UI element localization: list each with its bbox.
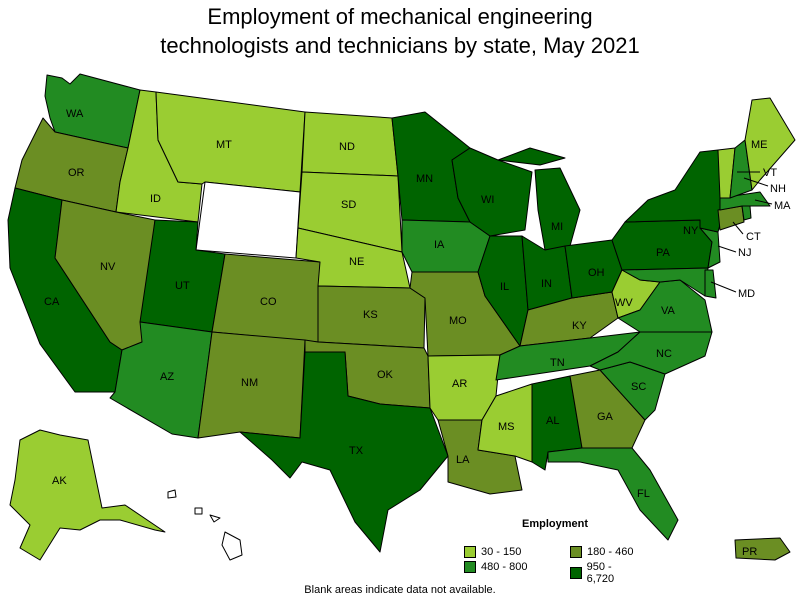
label-ma: MA — [774, 200, 791, 212]
state-tx[interactable] — [239, 351, 449, 553]
label-az: AZ — [160, 371, 174, 383]
state-ri[interactable] — [741, 205, 752, 221]
state-labels: WA OR CA ID NV MT UT AZ CO NM ND SD NE K… — [44, 108, 791, 558]
ma-leader-line — [754, 199, 773, 205]
label-il: IL — [500, 281, 509, 293]
legend-label: 480 - 800 — [481, 561, 528, 573]
label-ks: KS — [363, 309, 378, 321]
label-fl: FL — [637, 488, 650, 500]
us-map: WA OR CA ID NV MT UT AZ CO NM ND SD NE K… — [7, 73, 796, 561]
label-mn: MN — [416, 173, 433, 185]
label-nm: NM — [241, 377, 258, 389]
legend-label: 180 - 460 — [587, 546, 634, 558]
state-fl[interactable] — [547, 447, 679, 541]
label-md: MD — [738, 288, 755, 300]
nj-leader-line — [717, 245, 737, 253]
label-va: VA — [661, 305, 676, 317]
label-nj: NJ — [738, 247, 751, 259]
legend-item: 180 - 460 — [570, 546, 633, 558]
state-ak[interactable] — [9, 429, 166, 561]
md-leader-line — [710, 281, 737, 293]
label-ca: CA — [44, 296, 60, 308]
label-ny: NY — [683, 225, 699, 237]
ct-leader-line — [732, 221, 744, 235]
label-ms: MS — [498, 421, 515, 433]
nh-leader-line — [743, 177, 769, 187]
label-or: OR — [68, 167, 85, 179]
label-tn: TN — [550, 357, 565, 369]
label-ne: NE — [349, 256, 364, 268]
state-de[interactable] — [704, 269, 717, 299]
label-ia: IA — [434, 239, 445, 251]
label-ky: KY — [572, 320, 587, 332]
label-nd: ND — [339, 141, 355, 153]
state-va[interactable] — [617, 279, 713, 333]
label-co: CO — [260, 296, 277, 308]
label-ok: OK — [377, 369, 394, 381]
label-ak: AK — [52, 475, 67, 487]
label-la: LA — [456, 454, 470, 466]
label-in: IN — [541, 278, 552, 290]
label-sc: SC — [631, 381, 646, 393]
legend-item: 950 - 6,720 — [570, 561, 640, 585]
map-title: Employment of mechanical engineering tec… — [0, 2, 800, 60]
legend-item: 30 - 150 — [464, 546, 521, 558]
state-pr[interactable] — [734, 537, 791, 561]
footnote: Blank areas indicate data not available. — [304, 584, 496, 596]
state-ny[interactable] — [624, 149, 725, 233]
legend-label: 950 - 6,720 — [586, 561, 615, 585]
label-mt: MT — [216, 139, 232, 151]
state-nc[interactable] — [589, 331, 713, 375]
label-ar: AR — [452, 378, 467, 390]
label-al: AL — [546, 415, 559, 427]
label-sd: SD — [341, 199, 356, 211]
label-id: ID — [150, 193, 161, 205]
legend-item: 480 - 800 — [464, 561, 527, 573]
label-me: ME — [751, 139, 768, 151]
legend-label: 30 - 150 — [481, 546, 522, 558]
state-hi[interactable] — [167, 489, 243, 561]
title-line-1: Employment of mechanical engineering — [207, 4, 593, 29]
label-nc: NC — [656, 348, 672, 360]
label-ct: CT — [746, 231, 761, 243]
title-line-2: technologists and technicians by state, … — [160, 33, 640, 58]
legend-swatch — [464, 561, 476, 573]
state-wi[interactable] — [451, 147, 533, 237]
label-pr: PR — [742, 546, 757, 558]
label-ut: UT — [175, 280, 190, 292]
state-ia[interactable] — [401, 219, 491, 273]
label-nh: NH — [770, 183, 786, 195]
state-ks[interactable] — [317, 285, 426, 349]
label-pa: PA — [656, 247, 671, 259]
label-vt: VT — [763, 167, 777, 179]
label-mi: MI — [551, 221, 563, 233]
legend-swatch — [570, 567, 582, 579]
state-ga[interactable] — [569, 369, 646, 449]
label-nv: NV — [100, 261, 116, 273]
legend-title: Employment — [522, 518, 589, 530]
legend-swatch — [570, 546, 582, 558]
label-ga: GA — [597, 411, 614, 423]
label-wv: WV — [615, 297, 633, 309]
label-oh: OH — [588, 267, 605, 279]
state-wy[interactable] — [195, 181, 301, 259]
label-wa: WA — [66, 108, 84, 120]
label-mo: MO — [449, 315, 467, 327]
label-tx: TX — [349, 445, 364, 457]
label-wi: WI — [481, 194, 494, 206]
legend-swatch — [464, 546, 476, 558]
state-me[interactable] — [744, 97, 796, 191]
